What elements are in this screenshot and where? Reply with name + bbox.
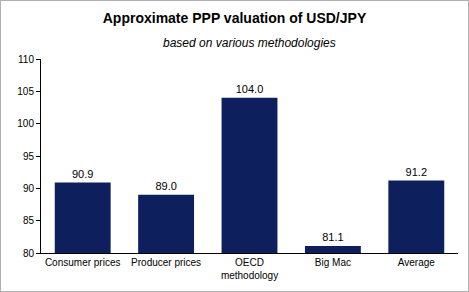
svg-text:Average: Average [398,257,436,268]
svg-text:based on various methodologies: based on various methodologies [163,36,336,50]
svg-text:Consumer prices: Consumer prices [45,257,121,268]
svg-text:90.9: 90.9 [72,168,93,180]
svg-text:80: 80 [23,248,35,259]
svg-text:95: 95 [23,151,35,162]
svg-text:85: 85 [23,215,35,226]
svg-text:105: 105 [17,86,34,97]
svg-text:91.2: 91.2 [406,166,427,178]
svg-text:104.0: 104.0 [236,83,264,95]
svg-text:Producer prices: Producer prices [131,257,201,268]
svg-text:100: 100 [17,118,34,129]
svg-text:OECDmethodology: OECDmethodology [221,257,278,281]
svg-text:81.1: 81.1 [322,231,343,243]
svg-text:Big Mac: Big Mac [315,257,351,268]
svg-text:Approximate PPP valuation of U: Approximate PPP valuation of USD/JPY [103,10,367,26]
svg-text:110: 110 [18,54,34,65]
svg-text:90: 90 [23,183,35,194]
svg-text:89.0: 89.0 [155,180,176,192]
